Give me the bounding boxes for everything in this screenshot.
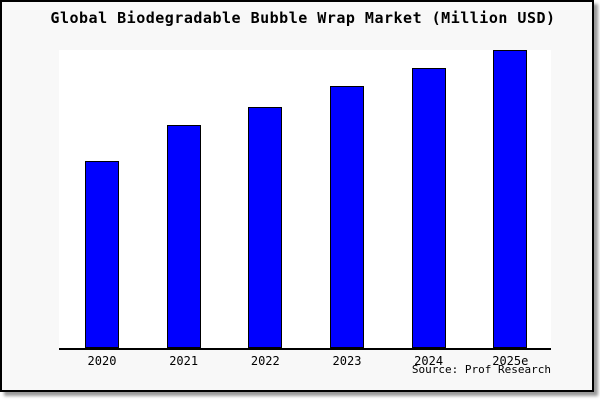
x-tick-label-2020: 2020 [87,354,117,368]
x-tick-label-2025e: 2025e [492,354,529,368]
x-tick-label-2022: 2022 [250,354,280,368]
bar-2022 [248,107,283,348]
chart-title: Global Biodegradable Bubble Wrap Market … [50,9,556,27]
bar-2024 [411,68,446,348]
bar-2023 [329,86,364,348]
x-tick-label-2021: 2021 [169,354,199,368]
plot-area: 2020 2021 2022 2023 2024 2025e [59,50,551,368]
chart-card: Global Biodegradable Bubble Wrap Market … [0,0,594,392]
bar-2021 [166,125,201,348]
source-credit: Source: Prof Research [411,363,551,376]
bar-2025e [493,50,528,348]
x-tick-label-2024: 2024 [414,354,444,368]
bar-2020 [85,161,119,348]
x-tick-label-2023: 2023 [332,354,362,368]
